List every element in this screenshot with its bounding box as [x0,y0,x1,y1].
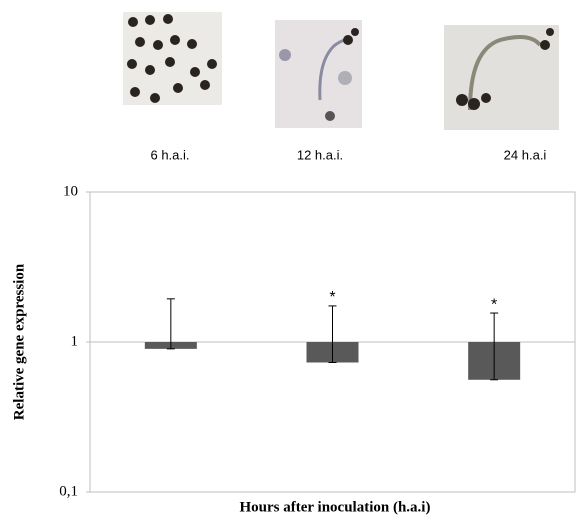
micrograph [123,12,222,105]
significance: * [329,289,335,306]
y-tick-label: 1 [71,333,79,349]
y-tick-label: 0,1 [59,483,78,499]
y-axis-title: Relative gene expression [11,263,27,420]
micrograph [275,20,362,128]
image-caption: 6 h.a.i. [150,147,189,162]
figure: Relative gene expression Hours after ino… [0,0,576,519]
micrograph [444,25,559,130]
image-caption: 12 h.a.i. [297,147,343,162]
y-tick-label: 10 [63,183,78,199]
x-axis-title: Hours after inoculation (h.a.i) [240,499,431,515]
image-caption: 24 h.a.i [504,147,547,162]
significance: * [491,296,497,313]
